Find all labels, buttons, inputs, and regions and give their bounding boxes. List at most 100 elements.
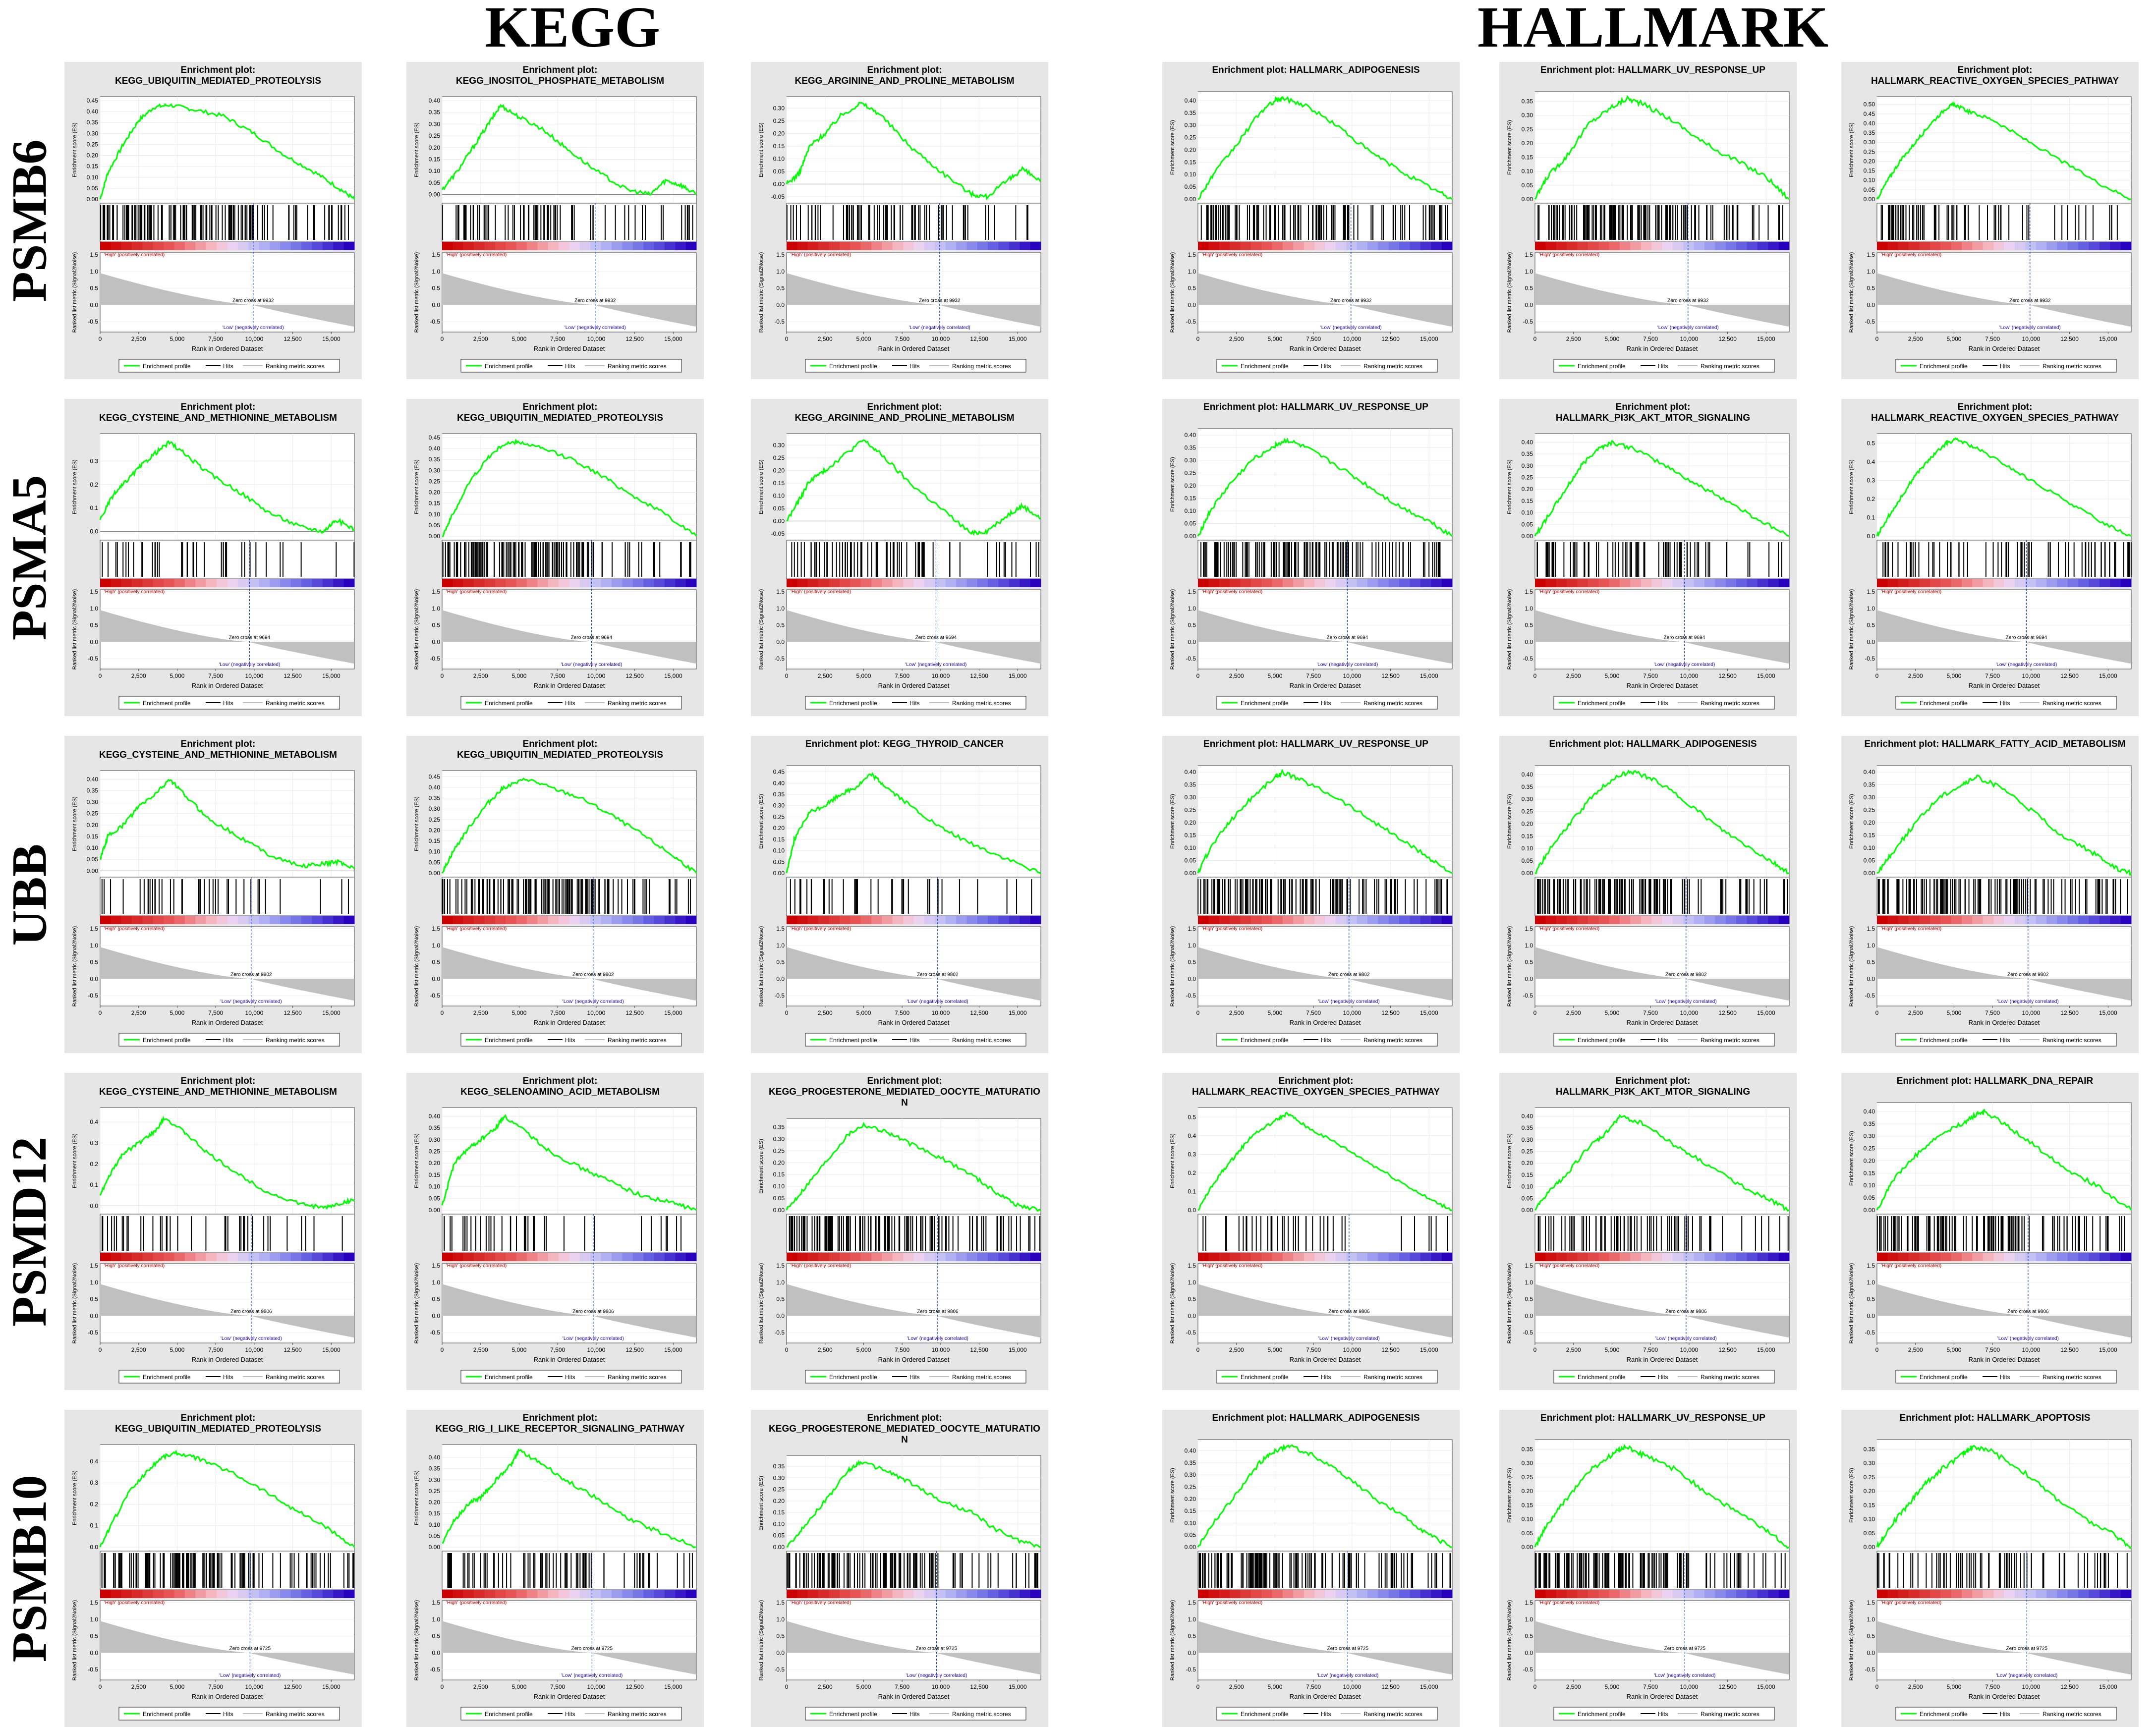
ranking-gradient-cell	[174, 916, 185, 924]
ranking-gradient-cell	[1598, 916, 1609, 924]
ranking-gradient-cell	[559, 579, 569, 587]
metric-tick-label: 1.5	[1525, 588, 1533, 595]
ranking-gradient-cell	[1378, 916, 1389, 924]
ranking-gradient-cell	[153, 916, 164, 924]
ranking-gradient-cell	[1030, 1253, 1041, 1261]
x-tick-label: 0	[1875, 1346, 1879, 1353]
ranking-gradient-cell	[185, 242, 196, 250]
ranking-gradient-cell	[2099, 1253, 2110, 1261]
ranking-gradient-cell	[1325, 242, 1336, 250]
ranking-gradient-cell	[1747, 916, 1758, 924]
ranking-gradient-cell	[1972, 579, 1983, 587]
ranking-gradient-cell	[1009, 916, 1020, 924]
ranking-gradient-cell	[333, 916, 344, 924]
es-y-axis-label: Enrichment score (ES)	[758, 1476, 764, 1531]
ranking-gradient-cell	[1651, 916, 1662, 924]
legend-enrichment-label: Enrichment profile	[1578, 1374, 1626, 1381]
x-tick-label: 5,000	[856, 1346, 871, 1353]
ranking-gradient-cell	[100, 1590, 111, 1598]
ranking-gradient-cell	[1920, 242, 1930, 250]
ranking-gradient-cell	[1715, 916, 1726, 924]
es-tick-label: 0.35	[773, 791, 785, 798]
x-tick-label: 12,500	[1381, 672, 1400, 679]
ranking-gradient-cell	[1336, 579, 1347, 587]
ranking-gradient-cell	[1208, 1253, 1219, 1261]
ranking-gradient-cell	[1198, 916, 1209, 924]
metric-tick-label: 0.0	[1188, 301, 1196, 308]
ranking-gradient-cell	[654, 916, 665, 924]
ranking-gradient-cell	[195, 1253, 206, 1261]
ranking-gradient-cell	[1983, 1253, 1994, 1261]
ranking-gradient-cell	[1683, 916, 1694, 924]
zero-cross-label: Zero cross at 9806	[230, 1309, 272, 1314]
ranking-gradient-cell	[797, 242, 808, 250]
enrichment-plot-panel: Enrichment plot:KEGG_ARGININE_AND_PROLIN…	[751, 399, 1048, 716]
x-tick-label: 10,000	[2022, 1009, 2041, 1016]
plot-title: KEGG_UBIQUITIN_MEDIATED_PROTEOLYSIS	[457, 413, 663, 423]
ranking-gradient-cell	[1993, 1253, 2004, 1261]
high-label: 'High' (positively correlated)	[1881, 589, 1941, 595]
ranking-gradient-cell	[2004, 242, 2015, 250]
es-tick-label: 0.30	[773, 442, 785, 448]
ranking-gradient-cell	[527, 242, 538, 250]
ranking-gradient-cell	[2089, 1253, 2100, 1261]
enrichment-plot-panel: Enrichment plot: HALLMARK_UV_RESPONSE_UP…	[1162, 399, 1460, 716]
x-tick-label: 2,500	[131, 335, 146, 342]
ranking-gradient-cell	[548, 579, 559, 587]
ranking-gradient-cell	[291, 916, 302, 924]
legend-hits-label: Hits	[565, 363, 575, 370]
es-tick-label: 0.35	[1522, 450, 1533, 457]
ranking-gradient-cell	[1620, 1253, 1631, 1261]
ranking-gradient-cell	[686, 916, 697, 924]
x-tick-label: 15,000	[664, 672, 682, 679]
ranking-gradient-cell	[1779, 916, 1790, 924]
es-tick-label: 0.10	[429, 1521, 441, 1528]
ranking-gradient-cell	[227, 1253, 238, 1261]
ranking-gradient-cell	[622, 242, 633, 250]
ranking-gradient-cell	[946, 1253, 957, 1261]
es-tick-label: 0.10	[1185, 1519, 1196, 1526]
high-label: 'High' (positively correlated)	[1539, 1263, 1599, 1269]
es-tick-label: 0.00	[87, 196, 99, 203]
plot-title: Enrichment plot: KEGG_THYROID_CANCER	[805, 739, 1004, 749]
enrichment-plot-svg: Enrichment plot:KEGG_CYSTEINE_AND_METHIO…	[64, 736, 362, 1053]
zero-cross-label: Zero cross at 9806	[1328, 1309, 1370, 1314]
zero-cross-label: Zero cross at 9725	[229, 1646, 271, 1651]
ranking-gradient-cell	[1909, 1253, 1920, 1261]
x-tick-label: 5,000	[1946, 335, 1961, 342]
ranking-gradient-cell	[143, 242, 154, 250]
ranking-gradient-cell	[977, 579, 988, 587]
es-tick-label: 0.00	[1185, 196, 1196, 203]
metric-tick-label: 1.0	[90, 1279, 98, 1286]
legend-hits-label: Hits	[1658, 363, 1668, 370]
x-tick-label: 12,500	[284, 1009, 302, 1016]
ranking-gradient-cell	[893, 916, 904, 924]
es-tick-label: 0.00	[1185, 533, 1196, 540]
metric-y-axis-label: Ranked list metric (Signal2Noise)	[72, 1600, 78, 1681]
row-label-text: UBB	[1, 843, 58, 946]
ranking-gradient-cell	[1030, 1590, 1041, 1598]
x-tick-label: 10,000	[2022, 335, 2041, 342]
ranking-gradient-cell	[1567, 242, 1578, 250]
x-axis-label: Rank in Ordered Dataset	[1969, 682, 2040, 689]
ranking-gradient-cell	[291, 242, 302, 250]
metric-tick-label: 1.0	[432, 1279, 440, 1286]
x-tick-label: 2,500	[1908, 335, 1923, 342]
ranking-gradient-cell	[206, 1590, 217, 1598]
ranking-gradient-cell	[818, 1253, 829, 1261]
x-tick-label: 2,500	[1566, 1009, 1581, 1016]
ranking-gradient-cell	[280, 579, 291, 587]
es-tick-label: 0.20	[1185, 819, 1196, 826]
x-tick-label: 2,500	[1566, 335, 1581, 342]
legend-enrichment-label: Enrichment profile	[143, 363, 191, 370]
ranking-gradient-cell	[453, 579, 463, 587]
ranking-gradient-cell	[1620, 916, 1631, 924]
x-tick-label: 12,500	[625, 335, 644, 342]
zero-cross-label: Zero cross at 9694	[229, 635, 271, 640]
plot-title: N	[901, 1098, 908, 1108]
ranking-gradient-cell	[1887, 916, 1898, 924]
ranking-gradient-cell	[2046, 1253, 2057, 1261]
metric-y-axis-label: Ranked list metric (Signal2Noise)	[414, 926, 420, 1007]
metric-tick-label: -0.5	[774, 1666, 785, 1673]
ranking-gradient-cell	[2121, 916, 2132, 924]
